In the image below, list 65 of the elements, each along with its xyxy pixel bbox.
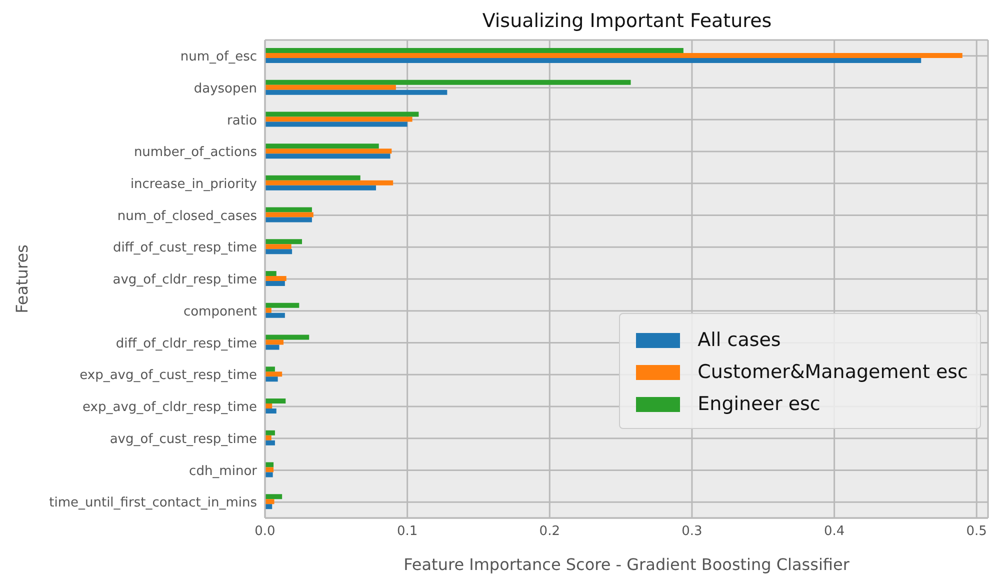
bar [265,376,278,382]
y-tick-label: exp_avg_of_cust_resp_time [80,368,257,384]
bar [265,217,312,222]
chart-title: Visualizing Important Features [481,10,773,32]
x-tick-label: 0.5 [966,524,987,540]
bar [265,58,922,63]
bar [265,180,394,186]
legend-label: Engineer esc [698,393,820,415]
y-tick-label: ratio [227,113,258,128]
bar [265,116,412,122]
bar [265,408,276,414]
bar [265,430,275,436]
bar [265,344,280,350]
bar [265,80,631,85]
bar [265,122,408,127]
bar [265,84,396,90]
bar [265,271,276,276]
y-tick-label: num_of_esc [180,50,257,65]
bar [265,366,275,372]
bar [265,440,275,446]
x-tick-label: 0.2 [539,524,560,540]
y-tick-label: increase_in_priority [130,177,258,192]
x-tick-label: 0.0 [254,524,276,540]
bar [265,499,274,504]
bar [265,90,448,95]
bar [265,185,376,190]
y-tick-label: diff_of_cldr_resp_time [116,336,257,352]
bar [265,154,390,159]
bar [265,212,314,218]
bar [265,249,292,254]
bar [265,312,285,318]
y-tick-label: component [183,304,257,320]
bar [265,239,302,244]
bar [265,207,312,212]
bar [265,372,282,377]
legend-label: All cases [698,329,781,351]
y-tick-label: avg_of_cust_resp_time [110,432,257,447]
y-tick-label: num_of_closed_cases [117,208,258,224]
bar [265,112,419,117]
bar [265,52,962,58]
y-tick-label: avg_of_cldr_resp_time [112,272,257,288]
y-tick-label: time_until_first_contact_in_mins [49,496,258,511]
y-tick-label: daysopen [194,81,257,96]
y-tick-label: cdh_minor [189,464,258,479]
bar [265,334,310,340]
legend-label: Customer&Management esc [698,361,968,383]
bar [265,148,392,154]
x-axis-title: Feature Importance Score - Gradient Boosting Classifier [404,555,850,574]
y-tick-label: diff_of_cust_resp_time [112,240,257,256]
bar [265,398,286,404]
y-tick-label: exp_avg_of_cldr_resp_time [82,400,257,416]
bar [265,144,379,149]
bar [265,494,282,500]
bar [265,175,360,180]
bar [265,276,286,282]
y-axis-title: Features [12,244,32,314]
bar [265,48,684,53]
bar [265,340,284,345]
bar [265,281,285,286]
bar [265,244,292,250]
x-tick-label: 0.4 [824,524,845,540]
bar [265,302,300,308]
x-tick-label: 0.1 [396,524,418,540]
y-tick-label: number_of_actions [134,145,258,160]
x-tick-label: 0.3 [682,524,702,540]
